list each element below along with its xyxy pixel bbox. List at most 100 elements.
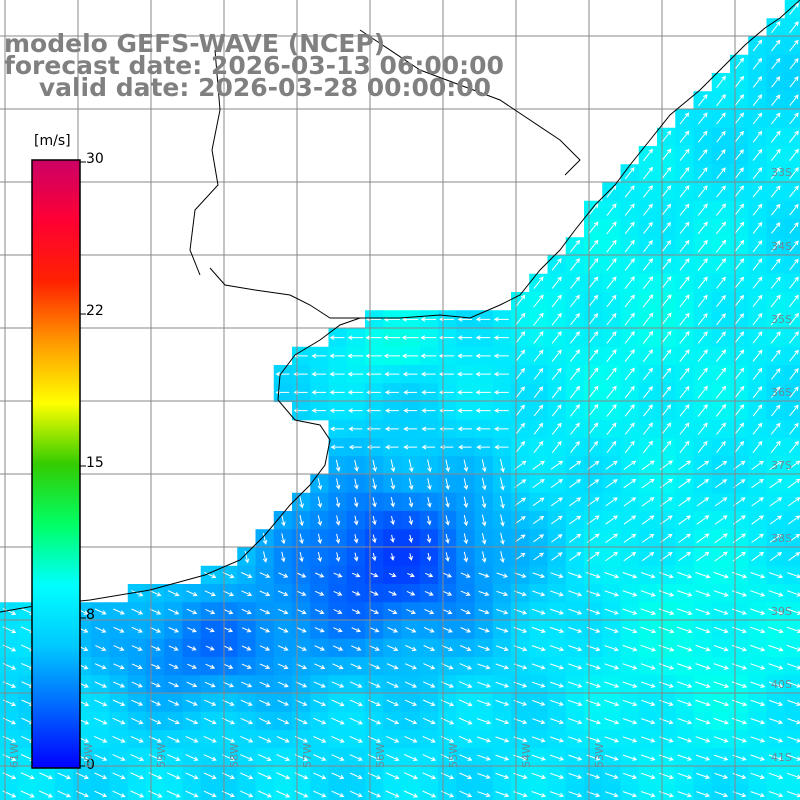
wind-arrow — [262, 532, 268, 545]
wind-arrow — [317, 478, 323, 491]
wind-arrow — [460, 590, 471, 596]
wind-arrow — [606, 403, 617, 417]
wind-arrow — [734, 313, 745, 326]
wind-speed-cell — [438, 784, 457, 800]
wind-arrow — [550, 572, 564, 579]
wind-arrow — [481, 477, 487, 491]
wind-arrow — [240, 790, 254, 798]
wind-arrow — [713, 736, 729, 743]
wind-arrow — [186, 681, 198, 688]
wind-arrow — [715, 239, 727, 253]
wind-arrow — [500, 495, 505, 509]
wind-arrow — [493, 353, 509, 359]
wind-arrow — [551, 386, 562, 399]
wind-arrow — [203, 571, 217, 579]
lon-label: 58W — [228, 743, 241, 768]
wind-arrow — [317, 496, 323, 509]
wind-speed-cell — [18, 784, 38, 800]
wind-arrow — [696, 772, 711, 779]
wind-arrow — [330, 444, 344, 450]
wind-arrow — [752, 185, 763, 198]
wind-arrow — [604, 590, 620, 597]
wind-arrow — [750, 754, 765, 761]
wind-arrow — [240, 717, 254, 725]
wind-arrow — [532, 590, 546, 597]
wind-arrow — [588, 221, 599, 235]
estuary-path — [209, 267, 360, 319]
wind-arrow — [752, 331, 763, 344]
wind-arrow — [481, 514, 487, 527]
wind-arrow — [353, 497, 359, 508]
wind-arrow — [422, 735, 436, 743]
wind-arrow — [475, 317, 491, 322]
wind-arrow — [383, 353, 400, 359]
wind-arrow — [130, 772, 145, 780]
wind-arrow — [588, 331, 599, 344]
wind-speed-cell — [784, 365, 800, 384]
wind-arrow — [661, 294, 672, 308]
wind-arrow — [349, 790, 363, 798]
wind-arrow — [661, 367, 672, 381]
wind-arrow — [277, 663, 289, 670]
wind-speed-cell — [784, 474, 800, 494]
wind-arrow — [533, 294, 544, 308]
wind-arrow — [383, 335, 401, 340]
wind-arrow — [458, 717, 473, 725]
lat-label: 34S — [771, 240, 792, 253]
wind-arrow — [205, 608, 216, 615]
wind-arrow — [421, 390, 436, 395]
wind-arrow — [640, 754, 656, 761]
wind-arrow — [734, 185, 745, 198]
wind-arrow — [786, 590, 800, 597]
wind-arrow — [716, 294, 726, 307]
wind-arrow — [533, 552, 545, 561]
wind-arrow — [333, 590, 343, 596]
wind-arrow — [424, 608, 435, 615]
wind-speed-cell — [693, 784, 713, 800]
wind-arrow — [349, 754, 363, 761]
wind-arrow — [604, 681, 620, 688]
wind-speed-cell — [784, 200, 800, 220]
wind-arrow — [789, 404, 799, 417]
wind-arrow — [335, 515, 341, 526]
wind-arrow — [641, 699, 656, 707]
wind-arrow — [752, 276, 763, 289]
lon-label: 57W — [301, 743, 314, 768]
wind-arrow — [493, 408, 509, 413]
wind-arrow — [789, 276, 799, 289]
wind-arrow — [457, 317, 472, 322]
wind-arrow — [643, 166, 654, 180]
wind-arrow — [514, 497, 527, 507]
wind-arrow — [515, 422, 525, 435]
wind-arrow — [386, 645, 399, 651]
wind-arrow — [313, 699, 327, 706]
wind-speed-cell — [784, 511, 800, 530]
wind-arrow — [750, 681, 766, 688]
wind-arrow — [168, 627, 180, 633]
wind-arrow — [771, 203, 781, 216]
wind-arrow — [770, 312, 781, 326]
wind-arrow — [408, 496, 414, 508]
wind-speed-cell — [784, 456, 800, 476]
wind-speed-cell — [784, 255, 800, 275]
wind-arrow — [421, 444, 436, 450]
wind-arrow — [442, 627, 453, 633]
wind-arrow — [390, 478, 396, 490]
wind-arrow — [696, 478, 710, 489]
wind-arrow — [500, 532, 505, 545]
wind-arrow — [606, 221, 617, 235]
wind-arrow — [641, 497, 655, 507]
wind-arrow — [532, 497, 545, 507]
wind-speed-cell — [784, 219, 800, 238]
lat-label: 35S — [771, 313, 792, 326]
wind-speed-cell — [784, 36, 800, 56]
wind-arrow — [495, 772, 510, 779]
wind-arrow — [387, 609, 398, 615]
wind-speed-cell — [602, 784, 622, 800]
wind-arrow — [185, 735, 199, 743]
lon-label: 60W — [82, 743, 95, 768]
wind-arrow — [679, 404, 690, 417]
wind-speed-cell — [109, 784, 129, 800]
wind-arrow — [459, 772, 473, 780]
wind-arrow — [112, 717, 126, 725]
